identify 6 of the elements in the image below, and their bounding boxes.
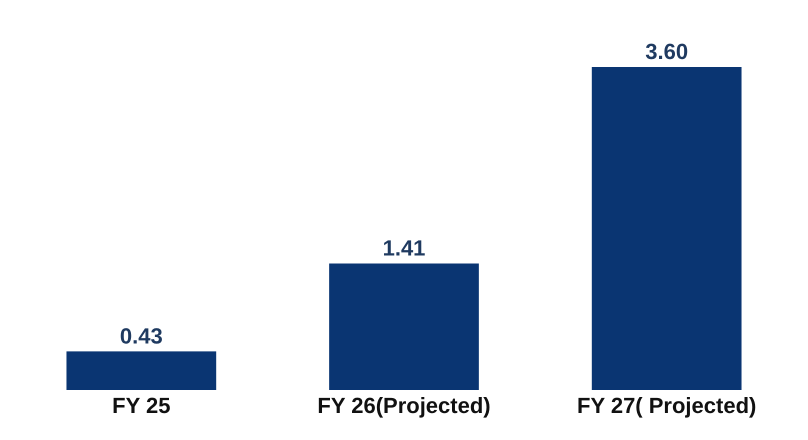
data-label: 0.43 xyxy=(120,323,163,348)
x-tick-label: FY 25 xyxy=(112,393,170,418)
x-tick-label: FY 27( Projected) xyxy=(577,393,756,418)
data-label: 1.41 xyxy=(382,235,426,260)
x-tick-label: FY 26(Projected) xyxy=(317,393,491,418)
data-label: 3.60 xyxy=(645,39,688,64)
